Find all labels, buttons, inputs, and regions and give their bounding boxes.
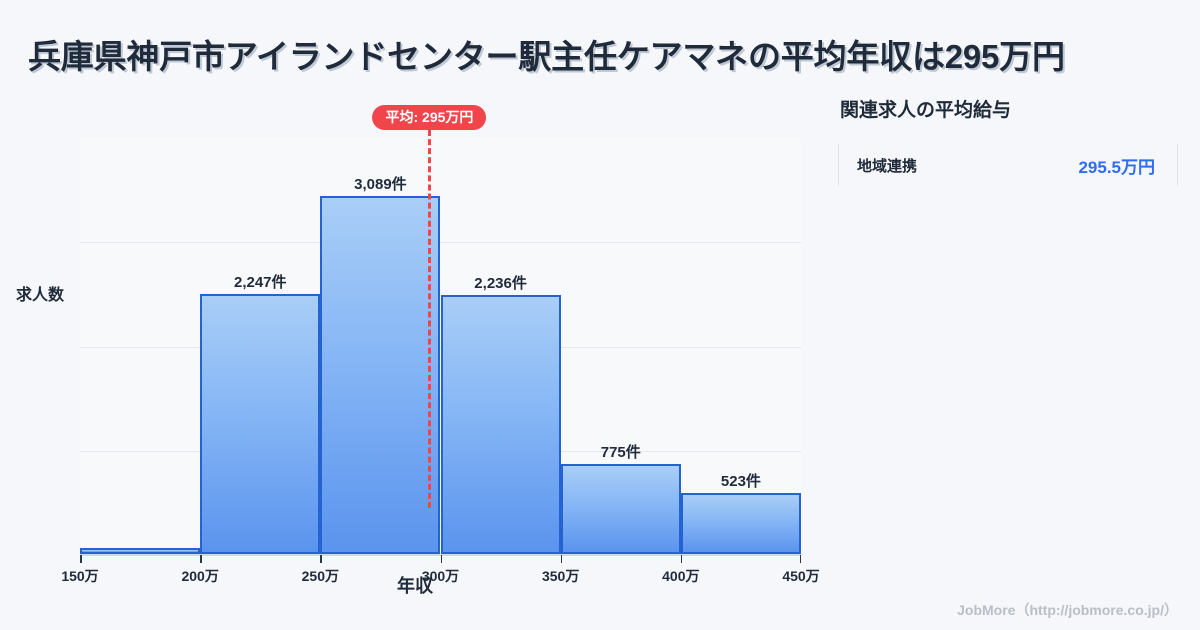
bar-value-label: 2,247件 (233, 273, 287, 291)
x-axis-tick (440, 555, 442, 563)
histogram-bar (200, 293, 321, 554)
salary-row-list: 地域連携 295.5万円 (838, 144, 1178, 186)
footer-credit: JobMore（http://jobmore.co.jp/） (957, 602, 1178, 618)
x-axis-tick-label: 300万 (421, 568, 460, 584)
histogram-bar (440, 295, 561, 554)
page-header: 兵庫県神戸市アイランドセンター駅主任ケアマネの平均年収は295万円 (0, 0, 1200, 92)
x-axis-tick (80, 555, 82, 563)
histogram-bar (80, 547, 201, 554)
x-axis-tick-label: 150万 (61, 568, 99, 584)
histogram-bar (560, 464, 681, 554)
related-salary-panel: 関連求人の平均給与 地域連携 295.5万円 (838, 95, 1178, 186)
histogram-bar (320, 196, 441, 554)
related-salary-title: 関連求人の平均給与 (840, 100, 1012, 121)
average-badge: 平均: 295万円 (372, 105, 487, 130)
x-axis-title: 年収 (397, 576, 433, 596)
x-axis-tick-label: 250万 (301, 568, 340, 584)
x-axis-tick-label: 450万 (782, 568, 820, 584)
gridline (80, 242, 801, 244)
x-axis-tick (680, 555, 683, 563)
bar-value-label: 3,089件 (354, 176, 407, 194)
x-axis-tick-label: 400万 (662, 568, 700, 584)
salary-row-value: 295.5万円 (1078, 157, 1155, 177)
salary-row-name: 地域連携 (857, 157, 918, 175)
plot-area: 150万 200万 250万 300万 350万 400万 450万 (61, 138, 820, 584)
histogram-bar (680, 493, 801, 554)
x-axis-tick (799, 555, 801, 563)
x-axis-tick-label: 350万 (541, 568, 580, 584)
salary-row[interactable]: 地域連携 295.5万円 (838, 144, 1178, 186)
y-axis-title: 求人数 (16, 287, 65, 304)
page-title: 兵庫県神戸市アイランドセンター駅主任ケアマネの平均年収は295万円 (28, 38, 1065, 75)
x-axis-tick-label: 200万 (181, 568, 219, 584)
x-axis-tick (320, 555, 322, 563)
histogram-chart: 求人数 150万 200万 250万 300万 350万 400万 450万 平均: 295… (0, 92, 830, 596)
bar-value-label: 775件 (600, 444, 641, 462)
bar-value-label: 2,236件 (474, 274, 527, 292)
x-axis-baseline (80, 554, 801, 556)
x-axis-tick (560, 555, 563, 563)
bar-value-label: 523件 (720, 473, 761, 491)
x-axis-tick (200, 555, 202, 563)
average-line (428, 130, 432, 508)
